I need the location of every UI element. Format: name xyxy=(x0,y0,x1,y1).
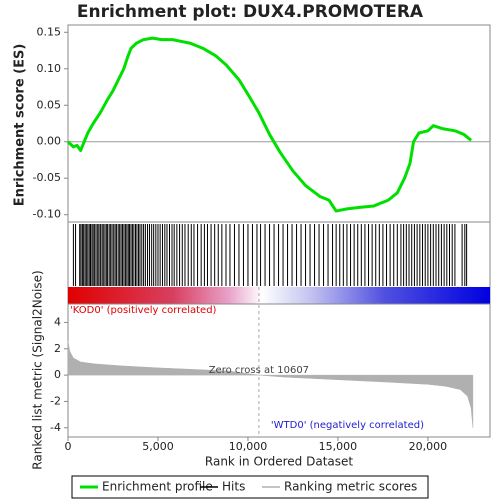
metric-axis-title: Ranked list metric (Signal2Noise) xyxy=(31,270,45,469)
y-tick-label: -0.05 xyxy=(33,171,61,184)
es-line xyxy=(66,36,473,213)
y-tick-label: -4 xyxy=(50,421,61,434)
y-tick-label: 4 xyxy=(54,315,61,328)
legend-label: Ranking metric scores xyxy=(284,480,417,494)
legend-label: Hits xyxy=(222,480,245,494)
y-tick-label: 0.10 xyxy=(37,62,62,75)
x-axis-title: Rank in Ordered Dataset xyxy=(205,455,353,469)
positive-label: 'KOD0' (positively correlated) xyxy=(70,305,217,316)
metric-area xyxy=(67,340,474,428)
y-tick-label: 2 xyxy=(54,342,61,355)
x-tick-label: 0 xyxy=(65,440,72,453)
zero-cross-label: Zero cross at 10607 xyxy=(209,365,309,376)
negative-label: 'WTD0' (negatively correlated) xyxy=(271,420,424,431)
y-tick-label: 0.05 xyxy=(37,98,62,111)
es-axis-title: Enrichment score (ES) xyxy=(13,44,28,207)
x-tick-label: 15,000 xyxy=(319,440,358,453)
rank-color-bar xyxy=(68,287,490,304)
x-tick-label: 10,000 xyxy=(229,440,268,453)
y-tick-label: 0 xyxy=(54,368,61,381)
legend xyxy=(71,475,429,499)
y-tick-label: 0.00 xyxy=(37,135,62,148)
legend-label: Enrichment profile xyxy=(102,480,213,494)
es-panel xyxy=(67,24,491,223)
x-tick-label: 5,000 xyxy=(142,440,174,453)
y-tick-label: 0.15 xyxy=(37,25,62,38)
y-tick-label: -0.10 xyxy=(33,208,61,221)
x-tick-label: 20,000 xyxy=(409,440,448,453)
y-tick-label: -2 xyxy=(50,394,61,407)
chart-title: Enrichment plot: DUX4.PROMOTERA xyxy=(77,2,424,22)
